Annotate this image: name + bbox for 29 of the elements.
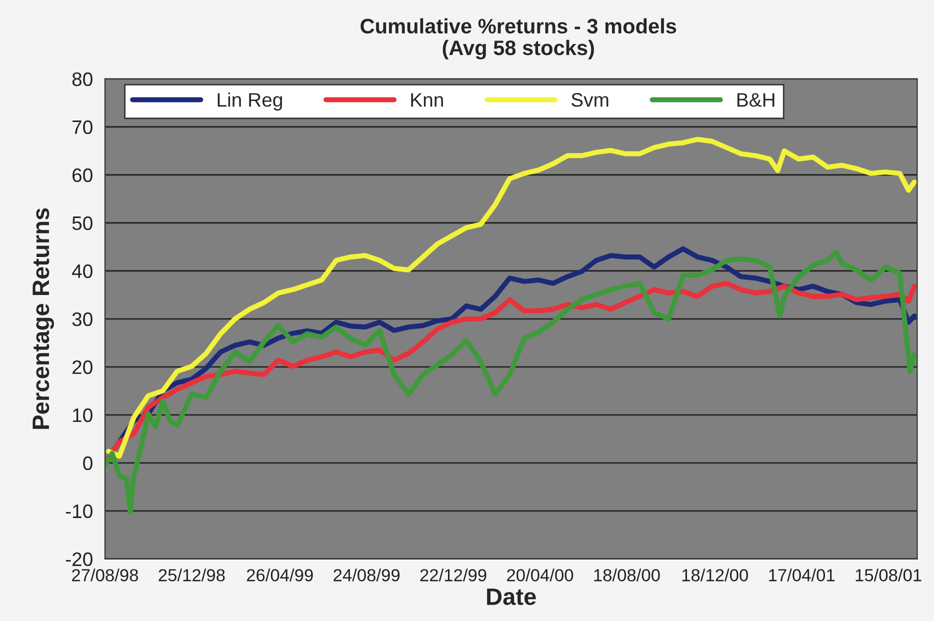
legend-label: Lin Reg <box>218 92 282 111</box>
legend-label: Svm <box>571 92 608 107</box>
y-tick-label: 80 <box>72 72 92 86</box>
x-tick-label: 18/08/00 <box>594 568 660 582</box>
y-tick-label: 40 <box>72 264 92 278</box>
y-tick-label: 30 <box>72 312 92 326</box>
x-tick-label: 20/04/00 <box>507 568 574 582</box>
y-tick-label: -20 <box>66 552 92 566</box>
y-tick-label: 70 <box>72 120 92 134</box>
x-tick-label: 18/12/00 <box>682 568 748 582</box>
y-tick-label: 50 <box>72 216 92 230</box>
legend-label: B&H <box>737 93 774 107</box>
y-tick-label: 10 <box>73 408 92 422</box>
x-tick-label: 26/04/99 <box>246 568 313 582</box>
y-tick-label: 20 <box>72 360 92 374</box>
x-tick-label: 22/12/99 <box>420 568 486 582</box>
x-tick-label: 27/08/98 <box>72 568 138 582</box>
x-tick-label: 17/04/01 <box>769 568 835 582</box>
x-axis-title: Date <box>487 588 536 606</box>
y-tick-label: 60 <box>72 168 92 182</box>
y-axis-title: Percentage Returns <box>32 208 54 429</box>
chart-title: Cumulative %returns - 3 models <box>360 18 676 34</box>
x-tick-label: 15/08/01 <box>856 568 922 582</box>
y-tick-label: -10 <box>66 504 92 518</box>
x-tick-label: 24/08/99 <box>334 568 400 582</box>
legend-label: Knn <box>411 93 443 107</box>
y-tick-label: 0 <box>83 456 92 470</box>
chart-subtitle: (Avg 58 stocks) <box>442 40 594 60</box>
x-tick-label: 25/12/98 <box>158 568 225 582</box>
